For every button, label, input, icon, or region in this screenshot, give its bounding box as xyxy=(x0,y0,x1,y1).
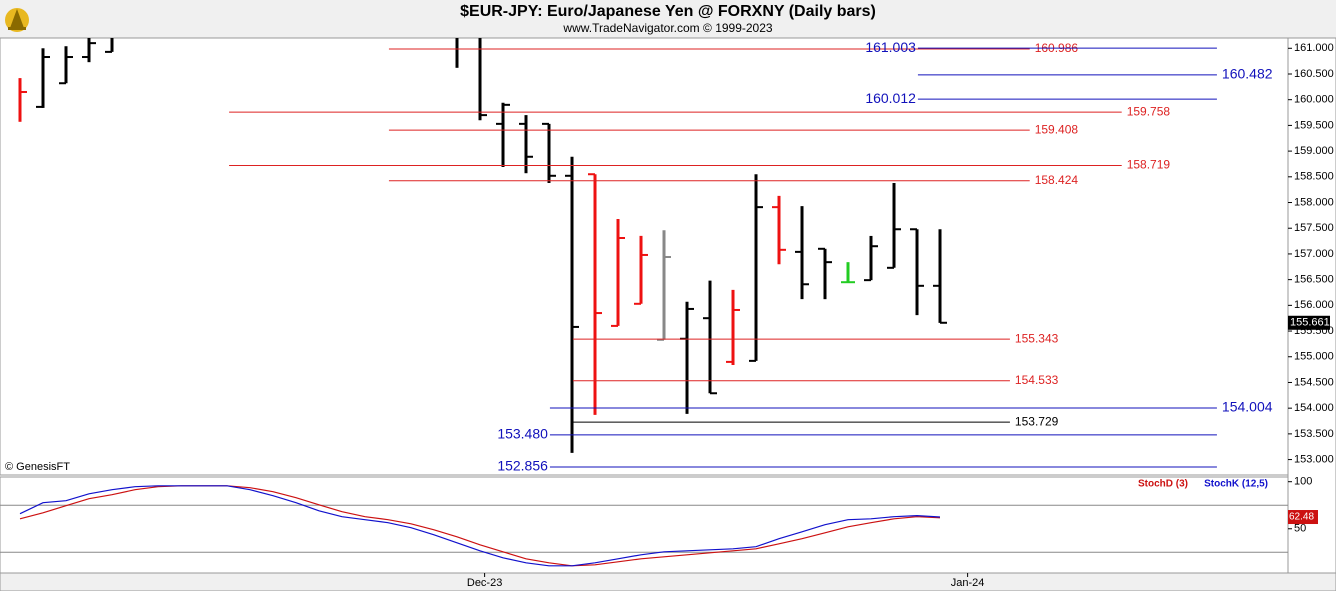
y-tick-label: 161.000 xyxy=(1294,42,1334,54)
y-tick-label: 156.500 xyxy=(1294,274,1334,286)
y-tick-label: 160.500 xyxy=(1294,68,1334,80)
level-label: 160.012 xyxy=(865,90,916,106)
x-tick-label: Jan-24 xyxy=(951,577,985,589)
logo xyxy=(5,8,29,32)
y-tick-label: 158.000 xyxy=(1294,196,1334,208)
legend-entry: StochD (3) xyxy=(1138,479,1188,490)
last-stoch-label: 62.48 xyxy=(1289,512,1314,523)
main-panel xyxy=(0,37,1289,476)
y-tick-label: 153.500 xyxy=(1294,428,1334,440)
stoch-line xyxy=(19,485,941,567)
y-tick-label: 159.500 xyxy=(1294,119,1334,131)
y-tick-label: 153.000 xyxy=(1294,453,1334,465)
watermark: © GenesisFT xyxy=(5,461,70,473)
header-band xyxy=(0,0,1336,38)
x-tick-label: Dec-23 xyxy=(467,577,502,589)
y-tick-label: 154.000 xyxy=(1294,402,1334,414)
level-label: 161.003 xyxy=(865,39,916,55)
last-stoch-box xyxy=(1288,510,1318,525)
price-plot xyxy=(18,38,948,453)
level-label: 155.343 xyxy=(1015,331,1059,345)
stoch-y-tick-label: 100 xyxy=(1294,476,1312,488)
level-label: 158.719 xyxy=(1127,158,1171,172)
level-label: 154.004 xyxy=(1222,399,1273,415)
y-tick-label: 158.500 xyxy=(1294,171,1334,183)
chart-title: $EUR-JPY: Euro/Japanese Yen @ FORXNY (Da… xyxy=(460,3,876,20)
legend-entry: StochK (12,5) xyxy=(1204,479,1268,490)
y-tick-label: 159.000 xyxy=(1294,145,1334,157)
y-tick-label: 155.000 xyxy=(1294,351,1334,363)
y-tick-label: 160.000 xyxy=(1294,94,1334,106)
level-label: 158.424 xyxy=(1035,173,1079,187)
y-tick-label: 157.000 xyxy=(1294,248,1334,260)
level-label: 159.758 xyxy=(1127,104,1171,118)
level-label: 154.533 xyxy=(1015,373,1059,387)
level-label: 152.856 xyxy=(497,458,548,474)
level-label: 153.480 xyxy=(497,426,548,442)
x-axis-band xyxy=(0,572,1336,591)
stoch-y-tick-label: 50 xyxy=(1294,523,1306,535)
stoch-panel xyxy=(0,476,1289,574)
y-tick-label: 154.500 xyxy=(1294,376,1334,388)
y-tick-label: 156.000 xyxy=(1294,299,1334,311)
level-label: 160.482 xyxy=(1222,66,1273,82)
last-price-box xyxy=(1288,315,1330,330)
level-label: 153.729 xyxy=(1015,414,1059,428)
last-price-label: 155.661 xyxy=(1290,317,1330,329)
chart-subtitle: www.TradeNavigator.com © 1999-2023 xyxy=(562,21,772,35)
y-tick-label: 157.500 xyxy=(1294,222,1334,234)
level-label: 159.408 xyxy=(1035,122,1079,136)
